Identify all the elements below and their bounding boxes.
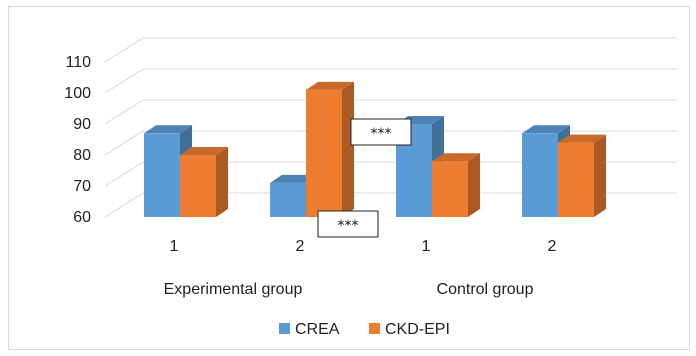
significance-annotation: *** [317, 210, 379, 238]
gridline-side [104, 192, 144, 218]
bar-front [306, 89, 342, 217]
annotation-text: *** [338, 218, 359, 234]
y-tick-label: 80 [73, 147, 91, 164]
y-tick-label: 90 [73, 116, 91, 133]
gridline-side [104, 68, 144, 94]
x-category-label: 2 [548, 238, 557, 255]
bar-top [432, 153, 480, 162]
x-category-label: 2 [296, 238, 305, 255]
bar-ckd-epi-2 [306, 81, 354, 218]
bar-front [432, 161, 468, 217]
bar-top [558, 134, 606, 143]
bar-front [522, 133, 558, 217]
annotation-text: *** [371, 126, 392, 142]
gridline-side [104, 99, 144, 125]
bar-front [180, 155, 216, 217]
bar-top [180, 147, 228, 155]
bar-side [594, 134, 606, 217]
x-axis-categories: 1 2 1 2 [170, 238, 557, 255]
x-category-label: 1 [170, 238, 179, 255]
significance-annotation: *** [350, 118, 412, 146]
gridline-side [104, 130, 144, 156]
bar-side [216, 147, 228, 217]
bar-ckd-epi-3 [432, 153, 480, 217]
x-category-label: 1 [422, 238, 431, 255]
bar-side [342, 81, 354, 218]
bar-top [144, 125, 192, 134]
y-tick-label: 70 [73, 178, 91, 195]
y-tick-label: 100 [64, 85, 91, 102]
legend-item-ckd-epi: CKD-EPI [369, 321, 450, 338]
x-axis-groups: Experimental group Control group [164, 281, 534, 298]
bar-top [522, 125, 570, 134]
y-tick-label: 60 [73, 209, 91, 226]
bar-front [270, 182, 306, 217]
annotations: *** *** [317, 118, 412, 238]
bar-chart: 60 70 80 90 100 110 1 2 1 2 Experimental group Co… [64, 37, 677, 338]
x-group-label: Control group [437, 281, 534, 298]
y-tick-label: 110 [65, 54, 91, 71]
bar-front [144, 133, 180, 217]
legend-swatch [369, 323, 380, 334]
legend-label: CKD-EPI [385, 321, 450, 338]
y-axis-ticks: 60 70 80 90 100 110 [64, 54, 91, 226]
gridline-side [104, 161, 144, 187]
bar-side [468, 153, 480, 217]
bar-top [306, 81, 354, 90]
chart-frame: 60 70 80 90 100 110 1 2 1 2 Experimental group Co… [8, 6, 690, 350]
x-group-label: Experimental group [164, 281, 303, 298]
bar-ckd-epi-1 [180, 147, 228, 217]
legend-item-crea: CREA [279, 321, 340, 338]
gridline-side [104, 37, 144, 63]
legend: CREA CKD-EPI [279, 321, 450, 338]
legend-swatch [279, 323, 290, 334]
bar-front [558, 142, 594, 217]
bars [144, 81, 606, 218]
legend-label: CREA [295, 321, 340, 338]
bar-ckd-epi-4 [558, 134, 606, 217]
